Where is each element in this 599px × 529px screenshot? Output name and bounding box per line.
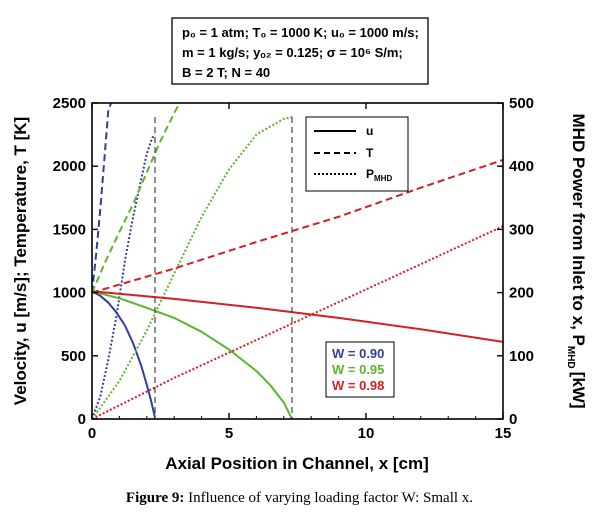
legend-label-t: T	[366, 146, 374, 160]
series-u-w098	[92, 290, 503, 343]
series-t-w098	[92, 158, 503, 294]
y-left-tick-label: 1000	[53, 285, 86, 302]
legend-label-p-sub: MHD	[374, 174, 392, 183]
legend-w-095: W = 0.95	[332, 362, 384, 377]
legend-label-u: u	[366, 124, 373, 138]
series-p-w095	[92, 115, 293, 419]
legend-label-p: PMHD	[366, 167, 392, 183]
parameter-line-3: B = 2 T; N = 40	[182, 65, 270, 80]
y-left-tick-label: 2000	[53, 158, 86, 175]
chart-svg: p₀ = 1 atm; T₀ = 1000 K; u₀ = 1000 m/s; …	[11, 17, 588, 473]
series-layer	[92, 103, 503, 419]
x-tick-label: 10	[358, 425, 375, 442]
y-axis-right-title-sub: MHD	[565, 346, 576, 369]
series-u-w09	[92, 290, 156, 418]
y-left-tick-label: 0	[78, 411, 86, 428]
y-axis-right-title-main: MHD Power from Inlet to x, P	[569, 114, 588, 346]
y-axis-right-title: MHD Power from Inlet to x, PMHD [kW]	[565, 114, 588, 409]
figure-caption: Figure 9: Influence of varying loading f…	[0, 490, 599, 507]
caption-text: Influence of varying loading factor W: S…	[188, 490, 474, 506]
caption-label: Figure 9:	[125, 490, 185, 506]
x-tick-label: 15	[495, 425, 512, 442]
y-left-tick-label: 2500	[53, 95, 86, 112]
legend-label-p-main: P	[366, 167, 374, 181]
legend-w-090: W = 0.90	[332, 346, 384, 361]
y-right-tick-label: 0	[509, 411, 517, 428]
y-left-tick-label: 1500	[53, 221, 86, 238]
series-p-w098	[92, 225, 503, 419]
y-right-tick-label: 400	[509, 158, 534, 175]
y-right-tick-label: 300	[509, 221, 534, 238]
parameter-line-1: p₀ = 1 atm; T₀ = 1000 K; u₀ = 1000 m/s;	[182, 25, 419, 40]
series-t-w09	[92, 103, 113, 293]
legend-w-098: W = 0.98	[332, 378, 384, 393]
parameter-line-2: m = 1 kg/s; yₒ₂ = 0.125; σ = 10⁶ S/m;	[182, 45, 403, 60]
y-right-tick-label: 500	[509, 95, 534, 112]
plot-frame	[91, 102, 504, 420]
style-legend: u T PMHD	[305, 116, 409, 192]
series-u-w095	[92, 290, 293, 419]
x-axis-title: Axial Position in Channel, x [cm]	[165, 454, 429, 473]
x-tick-label: 0	[88, 425, 96, 442]
end-marker-layer	[154, 117, 293, 419]
parameter-box: p₀ = 1 atm; T₀ = 1000 K; u₀ = 1000 m/s; …	[171, 17, 429, 85]
x-tick-label: 5	[225, 425, 233, 442]
tick-layer: 0 5 10 150500100015002000250001002003004005…	[53, 95, 534, 442]
loading-factor-legend: W = 0.90 W = 0.95 W = 0.98	[325, 341, 395, 398]
series-p-w09	[92, 133, 156, 419]
series-t-w095	[92, 103, 181, 293]
y-axis-left-title: Velocity, u [m/s]; Temperature, T [K]	[11, 117, 30, 405]
y-left-tick-label: 500	[61, 348, 86, 365]
y-right-tick-label: 200	[509, 285, 534, 302]
y-axis-right-title-unit: [kW]	[569, 372, 588, 409]
y-right-tick-label: 100	[509, 348, 534, 365]
